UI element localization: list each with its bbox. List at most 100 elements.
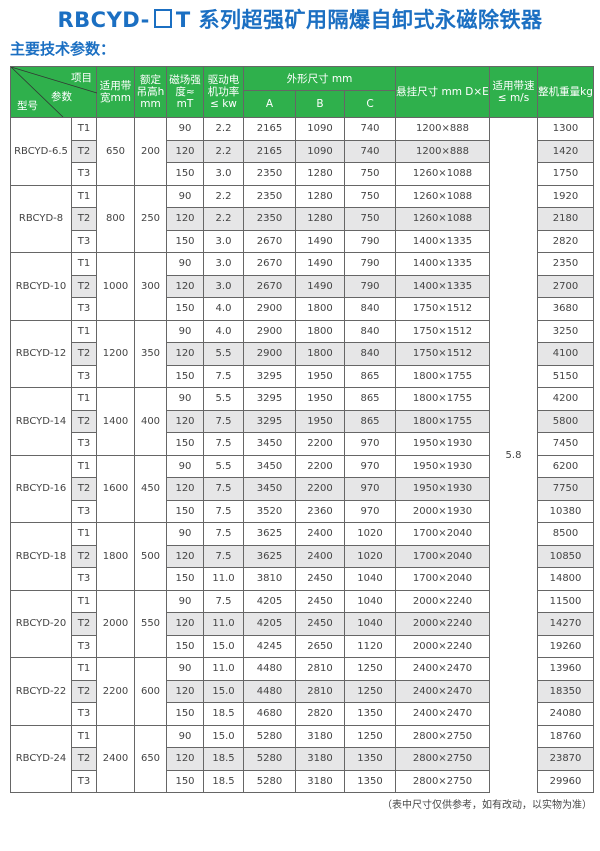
dim-b-cell: 1490 bbox=[295, 274, 345, 298]
table-row: T3 150 7.5 3295 1950 865 1800×1755 5150 bbox=[11, 364, 594, 388]
header-model: 型号 bbox=[17, 100, 38, 112]
power-cell: 3.0 bbox=[203, 252, 244, 276]
header-field: 磁场强度≈ mT bbox=[166, 66, 204, 118]
weight-cell: 18350 bbox=[537, 679, 594, 703]
hang-cell: 2000×2240 bbox=[395, 612, 490, 636]
dim-b-cell: 2450 bbox=[295, 589, 345, 613]
hang-cell: 1950×1930 bbox=[395, 454, 490, 478]
type-cell: T2 bbox=[71, 679, 97, 703]
power-cell: 7.5 bbox=[203, 477, 244, 501]
power-cell: 5.5 bbox=[203, 342, 244, 366]
section-heading: 主要技术参数： bbox=[10, 40, 116, 58]
power-cell: 18.5 bbox=[203, 702, 244, 726]
type-cell: T3 bbox=[71, 634, 97, 658]
model-cell: RBCYD-8 bbox=[10, 184, 72, 253]
dim-c-cell: 1020 bbox=[344, 522, 396, 546]
table-row: T3 150 7.5 3450 2200 970 1950×1930 7450 bbox=[11, 432, 594, 456]
power-cell: 2.2 bbox=[203, 117, 244, 141]
field-cell: 120 bbox=[166, 409, 204, 433]
table-row: RBCYD-22 T1 2200 600 90 11.0 4480 2810 1250 2400×… bbox=[10, 657, 594, 726]
hang-cell: 1750×1512 bbox=[395, 297, 490, 321]
dim-a-cell: 3450 bbox=[243, 454, 296, 478]
field-cell: 120 bbox=[166, 477, 204, 501]
model-cell: RBCYD-10 bbox=[10, 252, 72, 321]
header-param: 参数 bbox=[51, 91, 72, 103]
table-row: T2 120 11.0 4205 2450 1040 2000×2240 14270 bbox=[11, 612, 594, 636]
spec-table: 项目 参数 型号 适用带宽mm 额定吊高h mm 磁场强度≈ mT 驱动电机功率… bbox=[10, 65, 594, 793]
header-speed: 适用带速≤ m/s bbox=[489, 66, 538, 118]
table-row: RBCYD-18 T1 1800 500 90 7.5 3625 2400 1020 1700×2… bbox=[10, 522, 594, 591]
field-cell: 120 bbox=[166, 342, 204, 366]
dim-c-cell: 790 bbox=[344, 252, 396, 276]
dim-b-cell: 1280 bbox=[295, 162, 345, 186]
dim-b-cell: 2200 bbox=[295, 432, 345, 456]
power-cell: 3.0 bbox=[203, 162, 244, 186]
dim-a-cell: 2670 bbox=[243, 229, 296, 253]
hang-cell: 1950×1930 bbox=[395, 432, 490, 456]
type-cell: T1 bbox=[71, 522, 97, 546]
power-cell: 15.0 bbox=[203, 634, 244, 658]
header-a: A bbox=[243, 90, 296, 118]
weight-cell: 2700 bbox=[537, 274, 594, 298]
type-cell: T3 bbox=[71, 432, 97, 456]
power-cell: 2.2 bbox=[203, 139, 244, 163]
hang-cell: 1260×1088 bbox=[395, 184, 490, 208]
hang-cell: 1750×1512 bbox=[395, 319, 490, 343]
header-lift-height: 额定吊高h mm bbox=[134, 66, 167, 118]
table-row: T2 120 7.5 3295 1950 865 1800×1755 5800 bbox=[11, 409, 594, 433]
dim-c-cell: 1040 bbox=[344, 612, 396, 636]
dim-c-cell: 1020 bbox=[344, 544, 396, 568]
lift-height-cell: 250 bbox=[134, 184, 167, 253]
dim-a-cell: 3625 bbox=[243, 522, 296, 546]
dim-c-cell: 750 bbox=[344, 207, 396, 231]
dim-b-cell: 2400 bbox=[295, 544, 345, 568]
table-row: RBCYD-14 T1 1400 400 90 5.5 3295 1950 865 1800×17… bbox=[10, 387, 594, 456]
field-cell: 150 bbox=[166, 499, 204, 523]
table-row: T3 150 3.0 2350 1280 750 1260×1088 1750 bbox=[11, 162, 594, 186]
power-cell: 4.0 bbox=[203, 319, 244, 343]
type-cell: T1 bbox=[71, 454, 97, 478]
type-cell: T2 bbox=[71, 139, 97, 163]
weight-cell: 14800 bbox=[537, 567, 594, 591]
type-cell: T1 bbox=[71, 657, 97, 681]
power-cell: 7.5 bbox=[203, 544, 244, 568]
type-cell: T1 bbox=[71, 252, 97, 276]
type-cell: T2 bbox=[71, 612, 97, 636]
dim-a-cell: 2350 bbox=[243, 184, 296, 208]
dim-b-cell: 2450 bbox=[295, 567, 345, 591]
table-row: T3 150 3.0 2670 1490 790 1400×1335 2820 bbox=[11, 229, 594, 253]
weight-cell: 11500 bbox=[537, 589, 594, 613]
dim-a-cell: 3295 bbox=[243, 409, 296, 433]
hang-cell: 2400×2470 bbox=[395, 657, 490, 681]
power-cell: 15.0 bbox=[203, 679, 244, 703]
weight-cell: 14270 bbox=[537, 612, 594, 636]
dim-c-cell: 840 bbox=[344, 319, 396, 343]
field-cell: 90 bbox=[166, 319, 204, 343]
type-cell: T3 bbox=[71, 499, 97, 523]
hang-cell: 2800×2750 bbox=[395, 769, 490, 793]
belt-width-cell: 1000 bbox=[96, 252, 135, 321]
dim-c-cell: 1250 bbox=[344, 657, 396, 681]
dim-b-cell: 2820 bbox=[295, 702, 345, 726]
dim-a-cell: 2670 bbox=[243, 274, 296, 298]
field-cell: 120 bbox=[166, 544, 204, 568]
weight-cell: 10380 bbox=[537, 499, 594, 523]
field-cell: 90 bbox=[166, 657, 204, 681]
power-cell: 11.0 bbox=[203, 567, 244, 591]
dim-c-cell: 970 bbox=[344, 499, 396, 523]
hang-cell: 1400×1335 bbox=[395, 229, 490, 253]
weight-cell: 3680 bbox=[537, 297, 594, 321]
dim-c-cell: 1350 bbox=[344, 747, 396, 771]
dim-b-cell: 1090 bbox=[295, 117, 345, 141]
weight-cell: 4200 bbox=[537, 387, 594, 411]
belt-width-cell: 2400 bbox=[96, 724, 135, 793]
dim-b-cell: 1950 bbox=[295, 364, 345, 388]
hang-cell: 1800×1755 bbox=[395, 364, 490, 388]
dim-b-cell: 1800 bbox=[295, 319, 345, 343]
table-row: T2 120 5.5 2900 1800 840 1750×1512 4100 bbox=[11, 342, 594, 366]
hang-cell: 1200×888 bbox=[395, 139, 490, 163]
belt-width-cell: 800 bbox=[96, 184, 135, 253]
power-cell: 7.5 bbox=[203, 409, 244, 433]
power-cell: 18.5 bbox=[203, 747, 244, 771]
dim-a-cell: 5280 bbox=[243, 769, 296, 793]
